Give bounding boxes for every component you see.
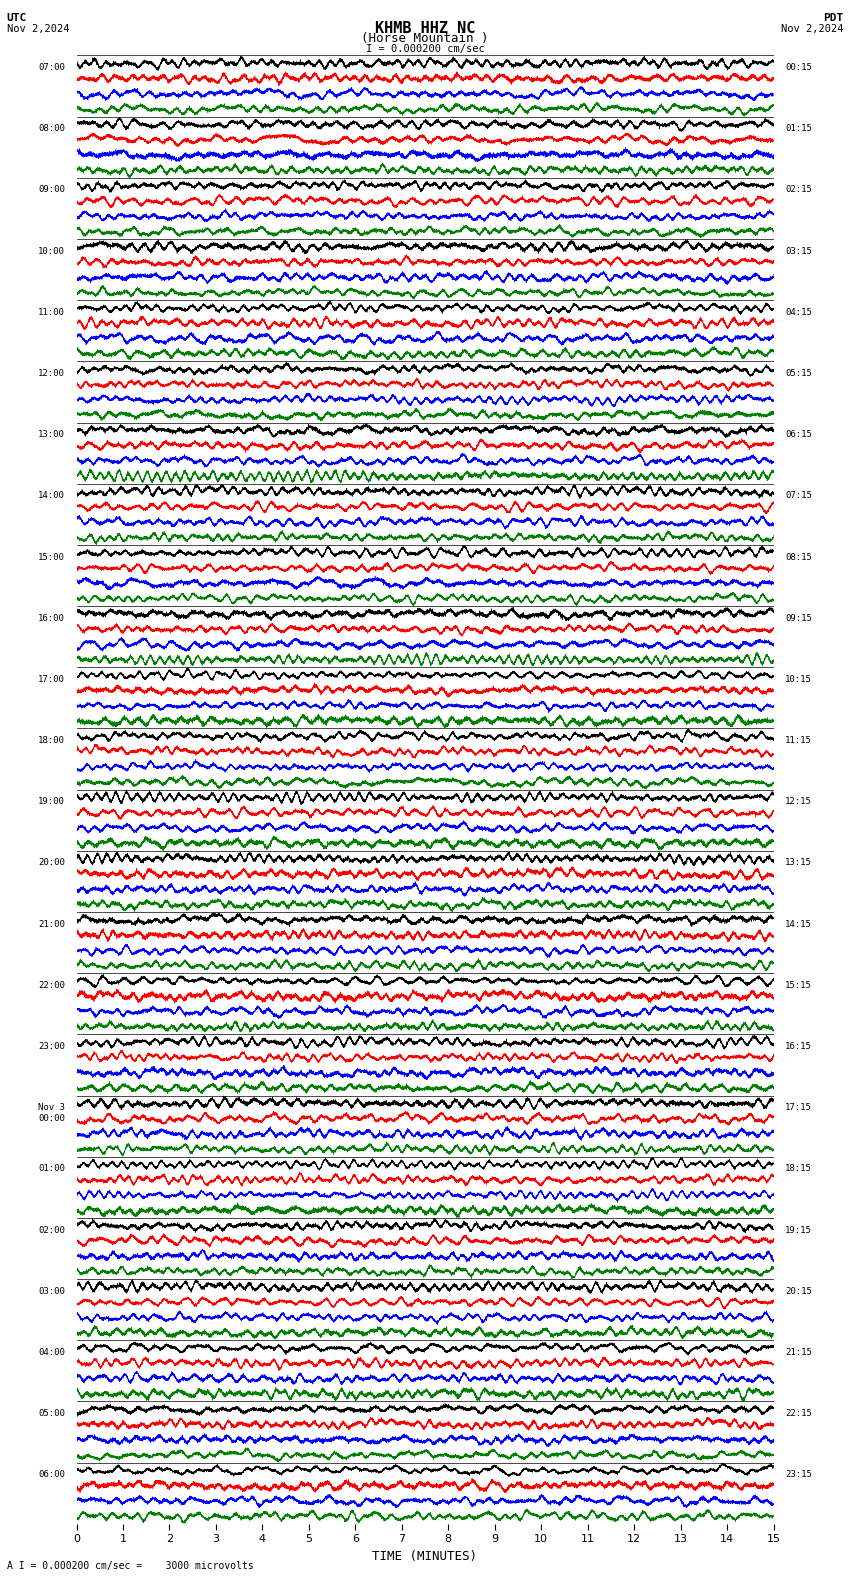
- Text: 05:00: 05:00: [38, 1410, 65, 1418]
- Text: KHMB HHZ NC: KHMB HHZ NC: [375, 21, 475, 35]
- Text: PDT: PDT: [823, 13, 843, 22]
- Text: 08:15: 08:15: [785, 553, 812, 562]
- Text: 12:15: 12:15: [785, 797, 812, 806]
- Text: Nov 2,2024: Nov 2,2024: [780, 24, 843, 33]
- Text: (Horse Mountain ): (Horse Mountain ): [361, 32, 489, 44]
- Text: 16:15: 16:15: [785, 1042, 812, 1052]
- Text: 14:00: 14:00: [38, 491, 65, 501]
- Text: 03:00: 03:00: [38, 1286, 65, 1296]
- Text: 09:15: 09:15: [785, 613, 812, 623]
- Text: 02:15: 02:15: [785, 185, 812, 195]
- Text: 18:15: 18:15: [785, 1164, 812, 1174]
- Text: 17:15: 17:15: [785, 1102, 812, 1112]
- Text: 08:00: 08:00: [38, 124, 65, 133]
- Text: 06:15: 06:15: [785, 431, 812, 439]
- Text: UTC: UTC: [7, 13, 27, 22]
- Text: 04:15: 04:15: [785, 307, 812, 317]
- Text: 10:00: 10:00: [38, 247, 65, 255]
- Text: 19:15: 19:15: [785, 1226, 812, 1234]
- Text: 05:15: 05:15: [785, 369, 812, 379]
- Text: Nov 2,2024: Nov 2,2024: [7, 24, 70, 33]
- Text: 22:15: 22:15: [785, 1410, 812, 1418]
- Text: 02:00: 02:00: [38, 1226, 65, 1234]
- Text: 01:00: 01:00: [38, 1164, 65, 1174]
- Text: I = 0.000200 cm/sec: I = 0.000200 cm/sec: [366, 44, 484, 54]
- Text: 15:00: 15:00: [38, 553, 65, 562]
- Text: 00:15: 00:15: [785, 63, 812, 73]
- Text: 22:00: 22:00: [38, 980, 65, 990]
- Text: 07:15: 07:15: [785, 491, 812, 501]
- Text: Nov 3
00:00: Nov 3 00:00: [38, 1102, 65, 1123]
- Text: 20:00: 20:00: [38, 859, 65, 868]
- Text: 13:15: 13:15: [785, 859, 812, 868]
- Text: 11:15: 11:15: [785, 737, 812, 744]
- Text: 19:00: 19:00: [38, 797, 65, 806]
- Text: 21:15: 21:15: [785, 1348, 812, 1357]
- Text: 20:15: 20:15: [785, 1286, 812, 1296]
- Text: 09:00: 09:00: [38, 185, 65, 195]
- Text: 10:15: 10:15: [785, 675, 812, 684]
- X-axis label: TIME (MINUTES): TIME (MINUTES): [372, 1549, 478, 1563]
- Text: 23:00: 23:00: [38, 1042, 65, 1052]
- Text: A I = 0.000200 cm/sec =    3000 microvolts: A I = 0.000200 cm/sec = 3000 microvolts: [7, 1562, 253, 1571]
- Text: 12:00: 12:00: [38, 369, 65, 379]
- Text: 15:15: 15:15: [785, 980, 812, 990]
- Text: 16:00: 16:00: [38, 613, 65, 623]
- Text: 01:15: 01:15: [785, 124, 812, 133]
- Text: 17:00: 17:00: [38, 675, 65, 684]
- Text: 11:00: 11:00: [38, 307, 65, 317]
- Text: 13:00: 13:00: [38, 431, 65, 439]
- Text: 04:00: 04:00: [38, 1348, 65, 1357]
- Text: 21:00: 21:00: [38, 920, 65, 928]
- Text: 03:15: 03:15: [785, 247, 812, 255]
- Text: 18:00: 18:00: [38, 737, 65, 744]
- Text: 23:15: 23:15: [785, 1470, 812, 1479]
- Text: 07:00: 07:00: [38, 63, 65, 73]
- Text: 14:15: 14:15: [785, 920, 812, 928]
- Text: 06:00: 06:00: [38, 1470, 65, 1479]
